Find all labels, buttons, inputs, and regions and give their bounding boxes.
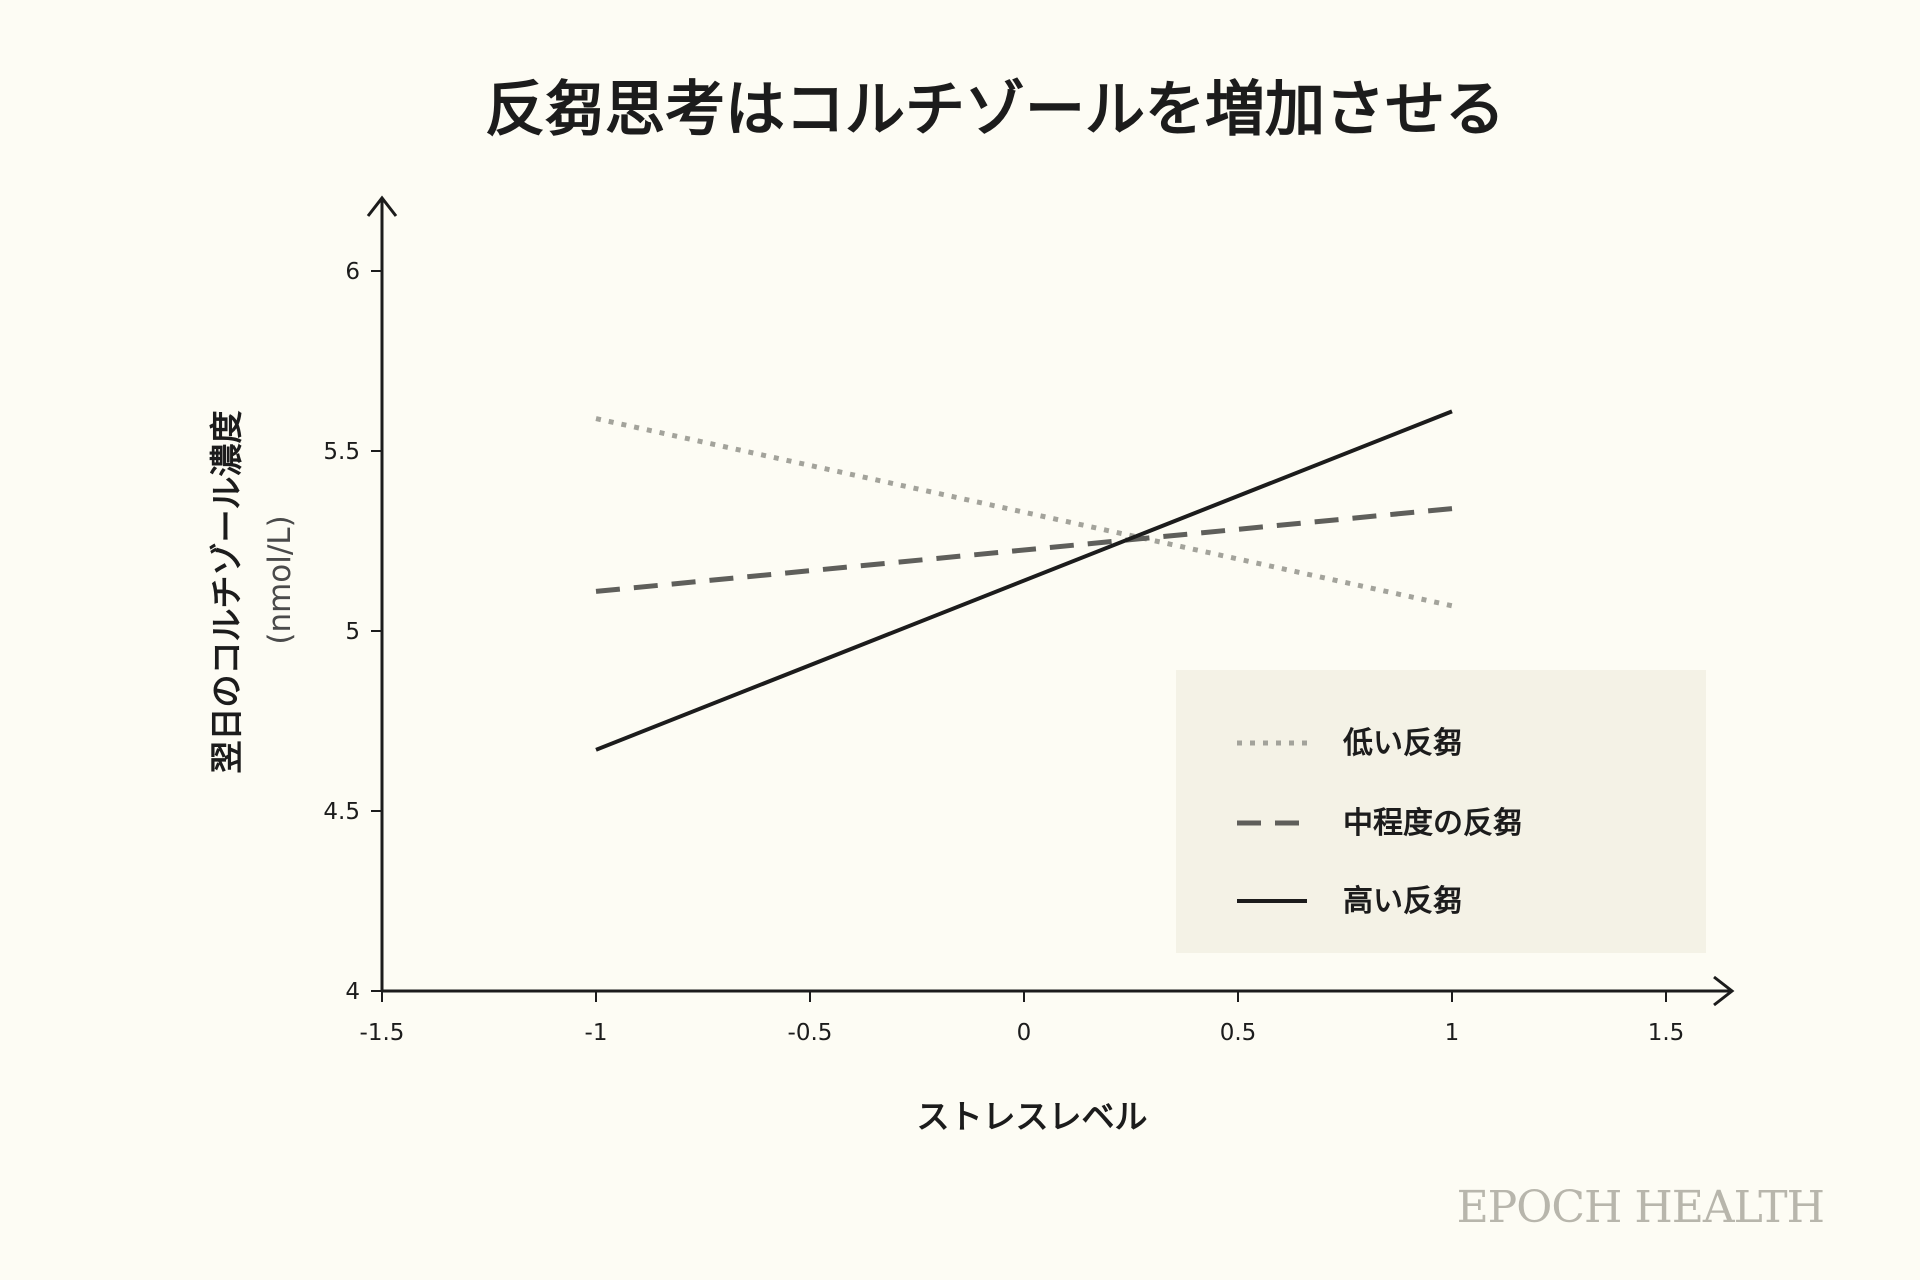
y-axis-unit: (nmol/L) — [262, 515, 298, 644]
series-line-low — [595, 416, 1453, 609]
x-tick-label: 0.5 — [1220, 1020, 1257, 1046]
y-tick-label: 4 — [345, 979, 360, 1005]
series-line-high — [595, 409, 1453, 752]
y-axis-arrow-icon — [366, 195, 398, 217]
brand-logo: EPOCH HEALTH — [1457, 1182, 1824, 1233]
legend-label-moderate: 中程度の反芻 — [1343, 806, 1523, 841]
x-axis-title: ストレスレベル — [917, 1097, 1148, 1136]
chart-title: 反芻思考はコルチゾールを増加させる — [485, 75, 1505, 145]
x-tick-label: -1 — [585, 1020, 608, 1046]
y-tick-label: 5 — [345, 619, 360, 645]
x-ticks: -1.5 -1 -0.5 0 0.5 1 1.5 — [360, 991, 1685, 1046]
y-tick-label: 6 — [345, 259, 360, 285]
legend: 低い反芻 中程度の反芻 高い反芻 — [1176, 670, 1706, 953]
y-tick-label: 4.5 — [323, 799, 360, 825]
x-tick-label: 0 — [1017, 1020, 1032, 1046]
x-axis-arrow-icon — [1713, 975, 1735, 1007]
legend-label-low: 低い反芻 — [1342, 726, 1463, 761]
legend-label-high: 高い反芻 — [1343, 884, 1463, 919]
y-tick-label: 5.5 — [323, 439, 360, 465]
y-axis-title: 翌日のコルチゾール濃度 — [207, 411, 246, 774]
x-tick-label: 1 — [1445, 1020, 1460, 1046]
y-ticks: 4 4.5 5 5.5 6 — [323, 259, 382, 1005]
series-line-moderate — [595, 506, 1453, 594]
series-lines — [595, 409, 1453, 752]
x-tick-label: -0.5 — [788, 1020, 833, 1046]
axes — [366, 195, 1735, 1007]
x-tick-label: 1.5 — [1648, 1020, 1685, 1046]
legend-box — [1176, 670, 1706, 953]
x-tick-label: -1.5 — [360, 1020, 405, 1046]
